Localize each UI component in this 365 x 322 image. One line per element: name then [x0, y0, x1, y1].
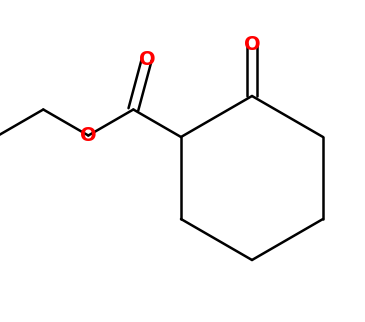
Text: O: O — [138, 50, 155, 69]
Text: O: O — [244, 34, 260, 53]
Text: O: O — [80, 126, 97, 145]
